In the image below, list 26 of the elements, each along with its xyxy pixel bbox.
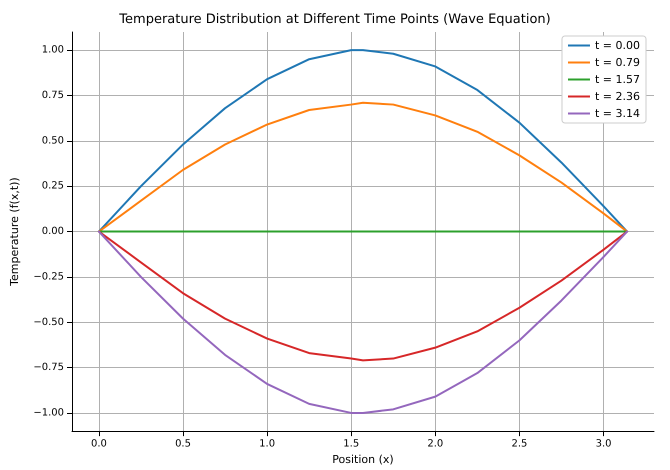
y-tick-label: 1.00 [42, 44, 64, 56]
legend-label: t = 0.00 [594, 39, 640, 52]
y-tick-label: −1.00 [33, 407, 64, 418]
legend-label: t = 2.36 [594, 90, 640, 103]
line-series [98, 230, 628, 362]
legend-label: t = 0.79 [594, 56, 640, 69]
y-tick-label: 0.75 [42, 90, 64, 101]
x-tick-label: 2.5 [511, 438, 528, 450]
legend-label: t = 3.14 [594, 107, 640, 120]
y-tick-label: 0.25 [42, 180, 64, 192]
y-tick-label: 0.50 [42, 135, 64, 146]
x-tick-label: 0.0 [90, 438, 107, 450]
y-tick-label: −0.75 [33, 362, 64, 374]
x-axis-title: Position (x) [332, 453, 394, 466]
line-series [98, 230, 628, 414]
x-tick-label: 3.0 [596, 438, 612, 450]
y-axis-title: Temperature (f(x,t)) [8, 177, 21, 287]
x-tick-label: 1.5 [343, 438, 360, 450]
chart-title: Temperature Distribution at Different Time Points (Wave Equation) [118, 12, 551, 27]
y-tick-label: 0.00 [42, 226, 64, 238]
x-tick-label: 2.0 [427, 438, 444, 450]
x-tick-label: 0.5 [175, 438, 191, 450]
y-tick-label: −0.25 [33, 271, 64, 282]
legend-label: t = 1.57 [594, 73, 640, 86]
y-tick-label: −0.50 [33, 316, 64, 328]
x-tick-label: 1.0 [259, 438, 276, 450]
